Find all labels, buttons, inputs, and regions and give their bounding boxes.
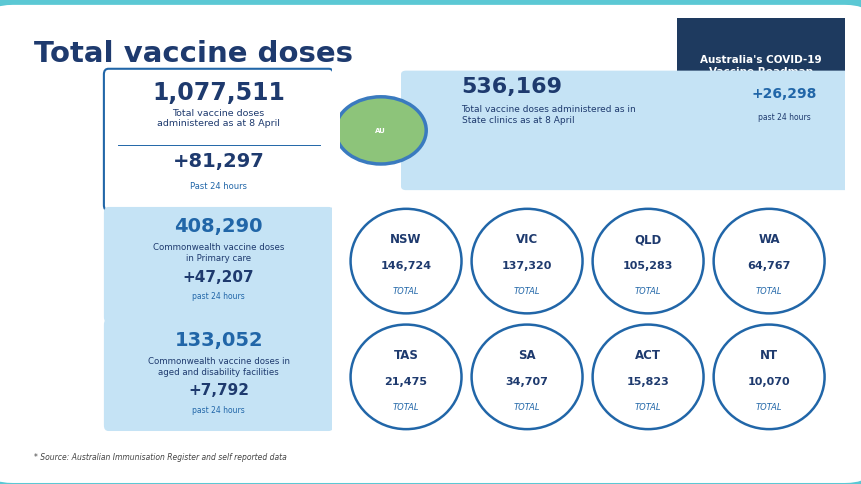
Text: 21,475: 21,475: [384, 376, 427, 386]
Text: +47,207: +47,207: [183, 269, 254, 284]
Text: WA: WA: [758, 233, 779, 246]
Text: +26,298: +26,298: [751, 86, 816, 100]
Text: TOTAL: TOTAL: [393, 402, 418, 411]
Text: TOTAL: TOTAL: [755, 287, 782, 296]
Text: TOTAL: TOTAL: [513, 402, 540, 411]
Text: past 24 hours: past 24 hours: [192, 405, 245, 414]
Text: Total vaccine doses administered as in
State clinics as at 8 April: Total vaccine doses administered as in S…: [461, 105, 635, 124]
Ellipse shape: [713, 325, 824, 429]
Text: 105,283: 105,283: [623, 260, 672, 270]
Text: TOTAL: TOTAL: [393, 287, 418, 296]
Text: 133,052: 133,052: [174, 331, 263, 349]
FancyBboxPatch shape: [104, 319, 333, 431]
Circle shape: [335, 98, 425, 165]
Ellipse shape: [713, 210, 824, 314]
Text: Commonwealth vaccine doses in
aged and disability facilities: Commonwealth vaccine doses in aged and d…: [147, 357, 289, 376]
Text: Commonwealth vaccine doses
in Primary care: Commonwealth vaccine doses in Primary ca…: [152, 243, 284, 262]
Ellipse shape: [592, 210, 703, 314]
Text: NSW: NSW: [390, 233, 421, 246]
Text: TOTAL: TOTAL: [634, 287, 660, 296]
Text: 146,724: 146,724: [380, 260, 431, 270]
Text: TAS: TAS: [393, 348, 418, 361]
Text: QLD: QLD: [634, 233, 661, 246]
Text: +7,792: +7,792: [188, 383, 249, 398]
Text: TOTAL: TOTAL: [513, 287, 540, 296]
Text: past 24 hours: past 24 hours: [757, 112, 809, 121]
FancyBboxPatch shape: [676, 19, 844, 116]
Text: TOTAL: TOTAL: [634, 402, 660, 411]
Text: TOTAL: TOTAL: [755, 402, 782, 411]
Ellipse shape: [350, 325, 461, 429]
Text: 64,767: 64,767: [746, 260, 790, 270]
Text: Total vaccine doses: Total vaccine doses: [34, 40, 352, 68]
Text: SA: SA: [517, 348, 536, 361]
FancyBboxPatch shape: [104, 70, 333, 211]
Ellipse shape: [471, 325, 582, 429]
Text: NT: NT: [759, 348, 777, 361]
Text: ACT: ACT: [635, 348, 660, 361]
Text: * Source: Australian Immunisation Register and self reported data: * Source: Australian Immunisation Regist…: [34, 453, 286, 461]
Text: Total vaccine doses
administered as at 8 April: Total vaccine doses administered as at 8…: [157, 109, 280, 128]
Text: 137,320: 137,320: [501, 260, 552, 270]
Text: 408,290: 408,290: [174, 217, 263, 236]
Ellipse shape: [350, 210, 461, 314]
Text: 1,077,511: 1,077,511: [152, 81, 285, 105]
Text: VIC: VIC: [516, 233, 537, 246]
Text: past 24 hours: past 24 hours: [192, 291, 245, 301]
Text: Australia's COVID-19
Vaccine Roadmap: Australia's COVID-19 Vaccine Roadmap: [699, 55, 821, 76]
Text: 15,823: 15,823: [626, 376, 669, 386]
Ellipse shape: [471, 210, 582, 314]
Text: 10,070: 10,070: [747, 376, 790, 386]
FancyBboxPatch shape: [400, 72, 849, 191]
Text: AU: AU: [375, 128, 386, 134]
Text: Past 24 hours: Past 24 hours: [190, 182, 247, 190]
Text: +81,297: +81,297: [172, 151, 264, 170]
Text: 536,169: 536,169: [461, 77, 562, 97]
Ellipse shape: [592, 325, 703, 429]
Text: 34,707: 34,707: [505, 376, 548, 386]
FancyBboxPatch shape: [104, 208, 333, 323]
FancyBboxPatch shape: [0, 6, 861, 483]
